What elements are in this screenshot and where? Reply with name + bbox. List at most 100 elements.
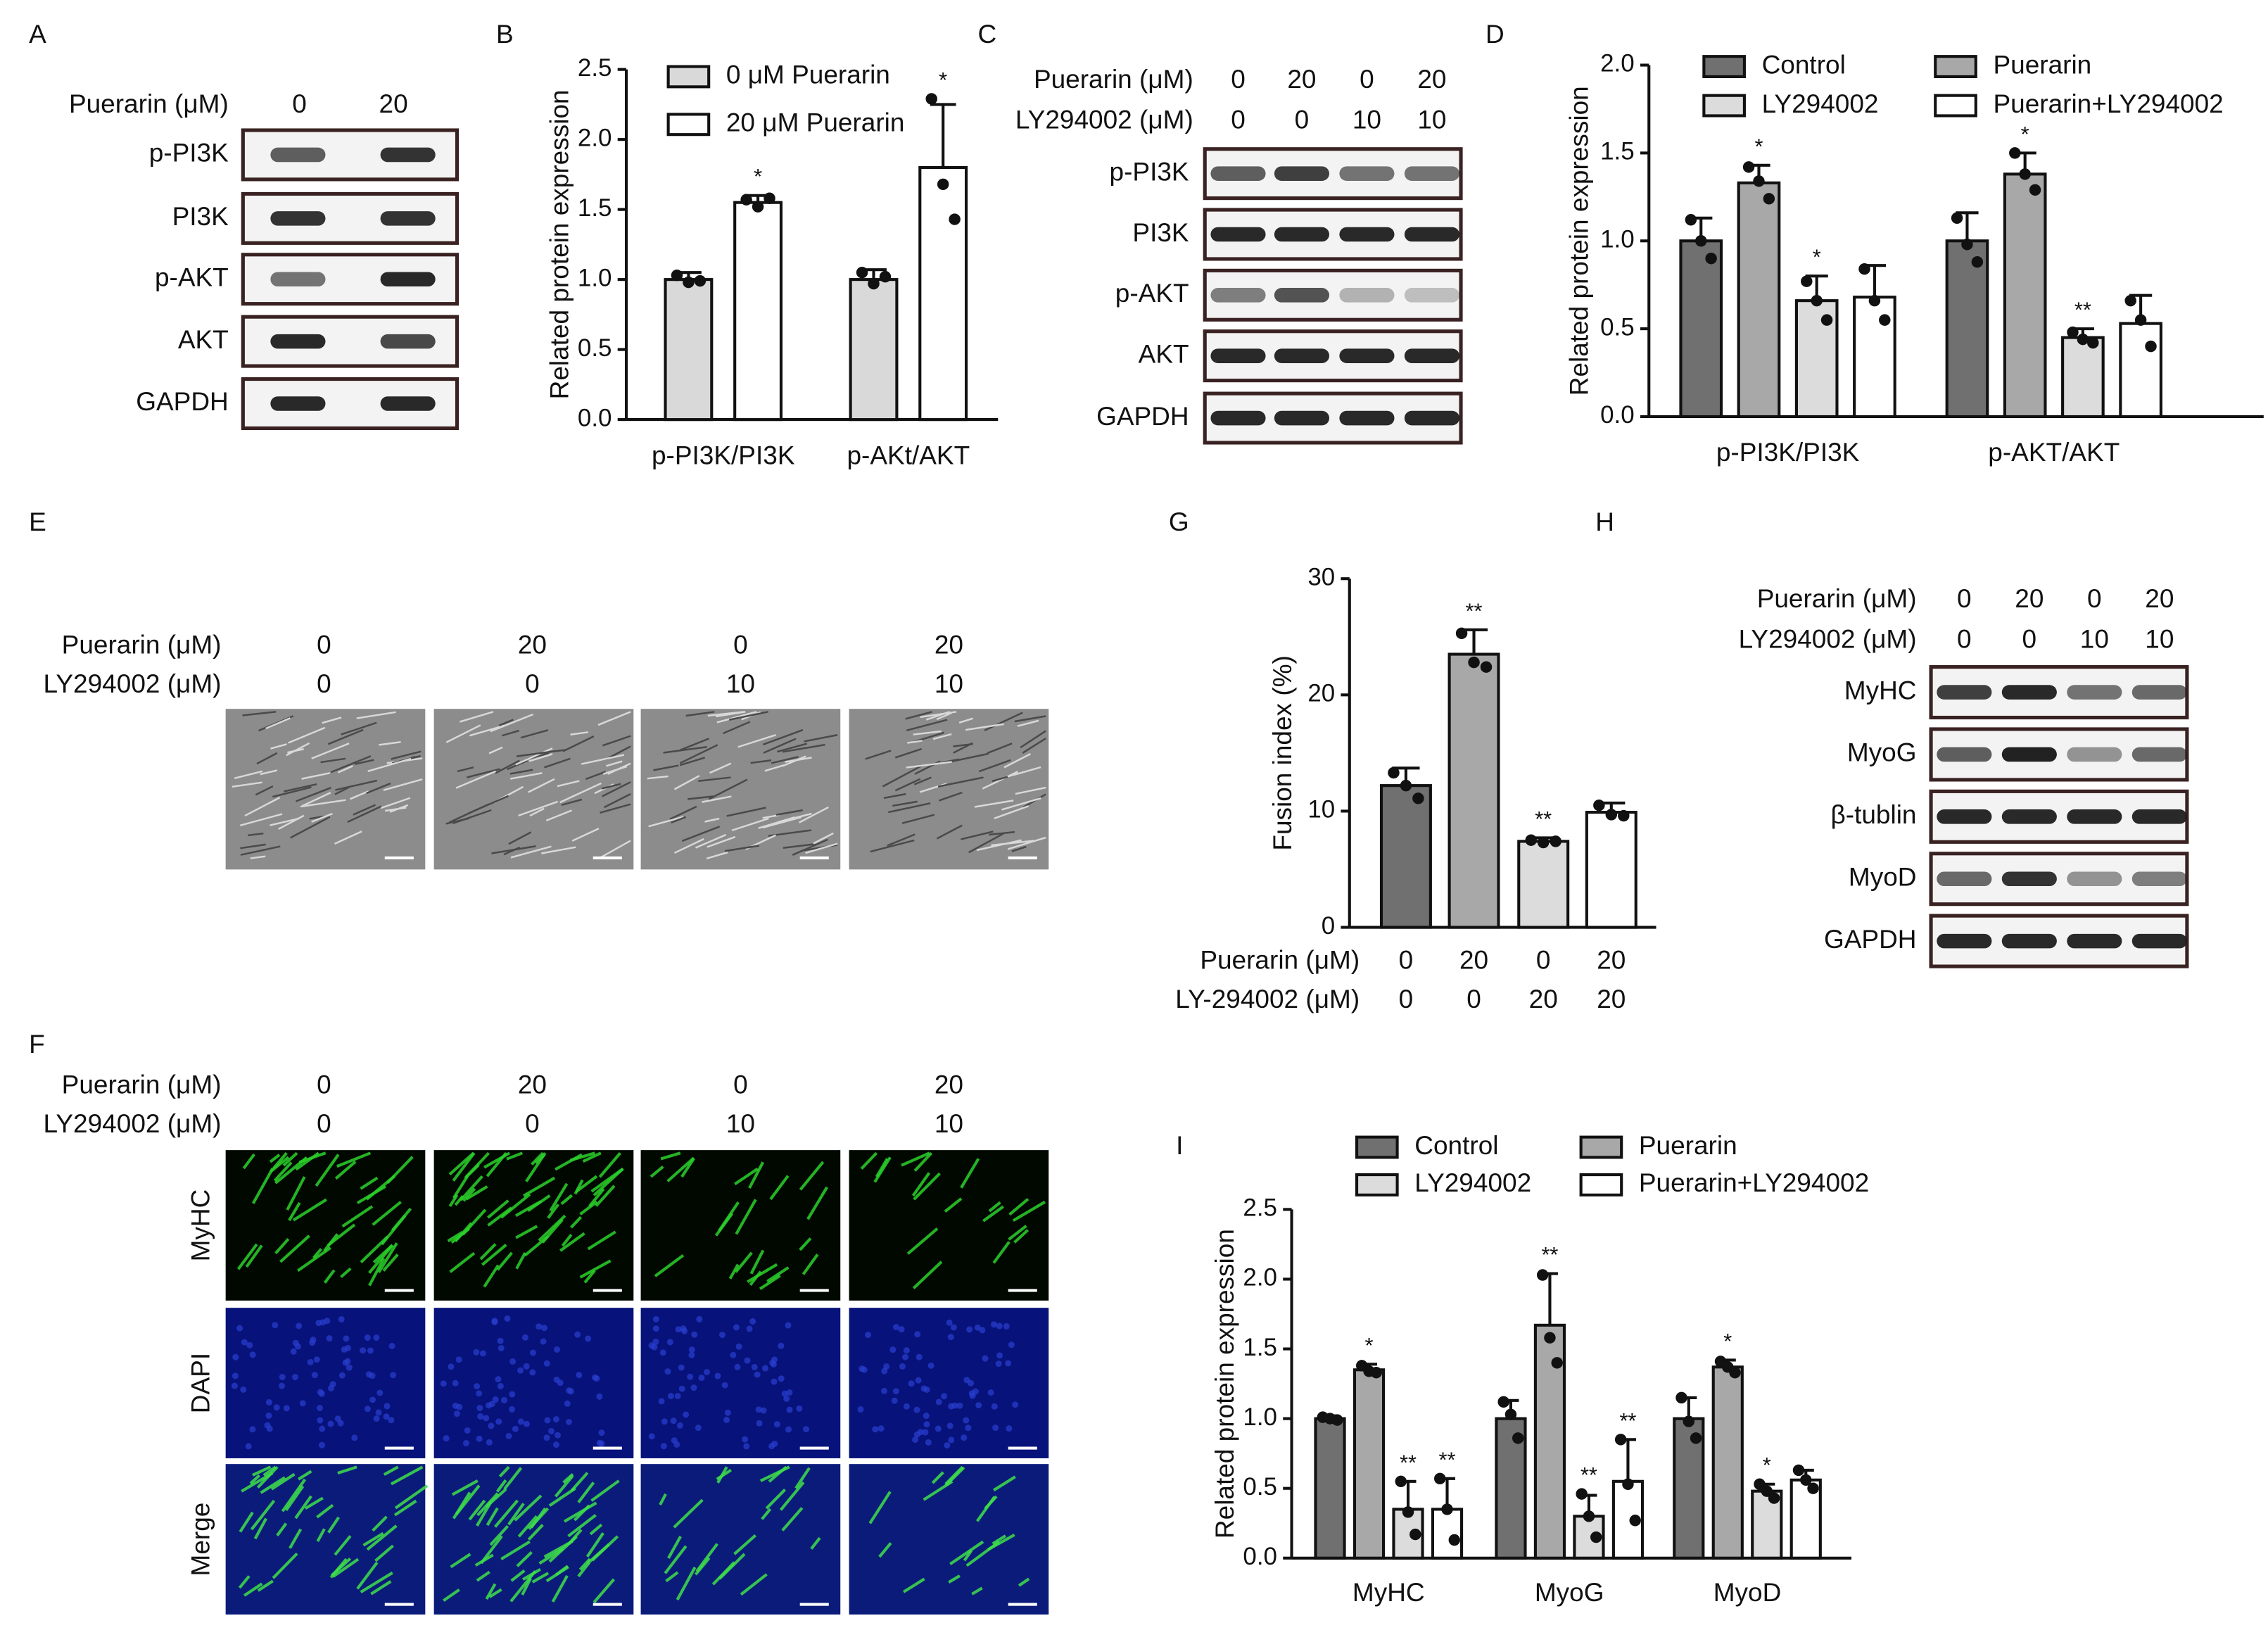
legend-swatch [1702, 94, 1746, 118]
fiber [250, 1499, 276, 1531]
fiber [567, 1514, 597, 1538]
nucleus [448, 1363, 455, 1370]
y-tick-label: 0.0 [1600, 401, 1635, 429]
fiber [538, 1547, 564, 1565]
nucleus [313, 1356, 320, 1363]
nucleus [652, 1338, 659, 1345]
cell-texture [936, 712, 952, 721]
fiber [578, 1558, 591, 1571]
fiber [747, 1263, 778, 1284]
cell-texture [599, 840, 631, 859]
band-label: AKT [1139, 339, 1189, 368]
cell-texture [349, 790, 369, 800]
cell-texture [353, 804, 376, 816]
band-label: MyHC [1844, 676, 1917, 705]
cell-texture [366, 782, 391, 795]
fiber [245, 1244, 263, 1268]
cell-texture [602, 735, 631, 747]
band-label: MyoG [1847, 738, 1917, 767]
nucleus [318, 1441, 325, 1448]
fiber [911, 1172, 931, 1197]
condition-value: 20 [1529, 985, 1558, 1013]
cell-texture [685, 711, 715, 717]
cell-texture [958, 717, 974, 724]
data-point [1512, 1432, 1524, 1444]
nucleus [456, 1403, 463, 1410]
nucleus [916, 1353, 923, 1360]
fiber [329, 1558, 348, 1579]
fiber [260, 1476, 286, 1494]
nucleus [278, 1382, 286, 1389]
nucleus [290, 1348, 297, 1355]
cell-texture [244, 797, 281, 817]
micrograph [640, 709, 841, 870]
fiber [527, 1194, 551, 1212]
cell-texture [938, 791, 963, 802]
significance: * [754, 164, 762, 189]
nucleus [1006, 1425, 1013, 1432]
data-point [2067, 326, 2079, 339]
bar [2061, 336, 2105, 419]
cell-texture [570, 731, 588, 735]
fiber [292, 1198, 327, 1222]
cell-texture [301, 792, 331, 807]
cell-texture [581, 754, 625, 765]
condition-label: Puerarin (μM) [1757, 584, 1917, 613]
cell-texture [1007, 836, 1046, 850]
cell-texture [937, 776, 984, 788]
cell-texture [507, 759, 528, 771]
fiber [794, 1467, 811, 1489]
data-point [1951, 212, 1963, 225]
cell-texture [777, 743, 808, 753]
cell-texture [882, 764, 923, 788]
nucleus [979, 1327, 986, 1334]
nucleus [670, 1417, 677, 1425]
blot-band [1404, 288, 1459, 303]
fiber [860, 1151, 878, 1170]
cell-texture [509, 769, 533, 775]
fiber [765, 1488, 787, 1510]
nucleus [996, 1322, 1003, 1330]
nucleus [495, 1376, 502, 1383]
cell-texture [947, 752, 989, 764]
nucleus [676, 1422, 683, 1429]
cell-texture [278, 814, 305, 831]
bar [1737, 181, 1781, 419]
nucleus [266, 1425, 273, 1432]
cell-texture [384, 807, 407, 812]
nucleus [523, 1363, 530, 1370]
fiber [944, 1197, 963, 1213]
fiber [334, 1535, 352, 1556]
data-point [1468, 656, 1480, 669]
condition-value: 0 [733, 1070, 748, 1099]
fiber [1008, 1198, 1030, 1216]
cell-texture [455, 770, 496, 789]
cell-texture [883, 792, 906, 800]
nucleus [443, 1435, 450, 1442]
nucleus [236, 1325, 243, 1332]
nucleus [667, 1393, 674, 1400]
bar [1379, 784, 1432, 929]
nucleus [733, 1324, 740, 1331]
cell-texture [290, 816, 331, 839]
fiber [460, 1175, 483, 1201]
condition-value: 10 [2145, 624, 2174, 653]
condition-value: 10 [1417, 105, 1446, 134]
nucleus [327, 1420, 334, 1427]
nucleus [523, 1420, 530, 1427]
nucleus [279, 1374, 286, 1381]
fiber [913, 1172, 941, 1201]
nucleus [898, 1326, 905, 1333]
condition-value: 0 [317, 1070, 331, 1099]
micrograph [640, 1464, 841, 1615]
fiber [680, 1158, 695, 1178]
nucleus [566, 1418, 573, 1425]
nucleus [769, 1359, 776, 1366]
blot-band [2131, 933, 2187, 949]
data-point [1858, 263, 1870, 275]
nucleus [476, 1390, 483, 1397]
condition-value: 0 [1360, 65, 1374, 94]
cell-texture [865, 750, 892, 760]
cell-texture [737, 734, 776, 748]
